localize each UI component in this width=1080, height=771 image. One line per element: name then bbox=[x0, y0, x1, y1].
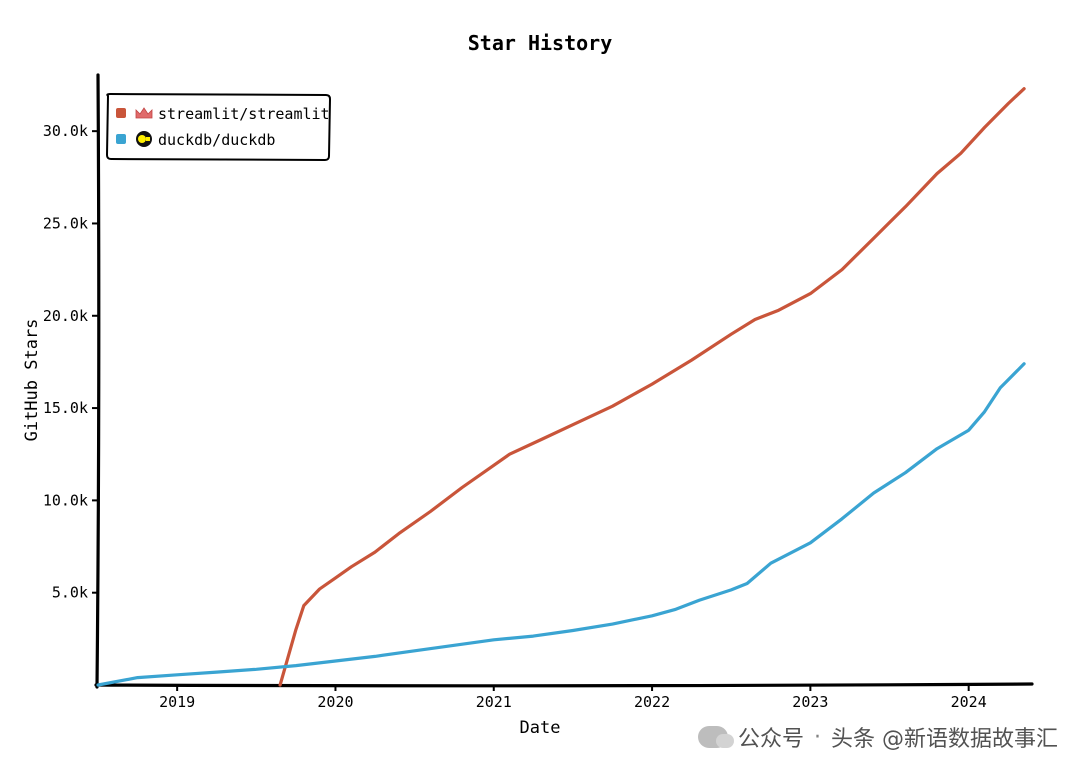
y-tick-label: 15.0k bbox=[43, 399, 88, 417]
duck-icon bbox=[136, 131, 152, 147]
x-tick-label: 2019 bbox=[159, 693, 195, 711]
legend: streamlit/streamlit duckdb/duckdb bbox=[105, 92, 332, 162]
x-tick-label: 2023 bbox=[792, 693, 828, 711]
series-line-duckdb bbox=[96, 362, 1026, 687]
legend-swatch-streamlit bbox=[116, 108, 126, 118]
y-tick-label: 25.0k bbox=[43, 214, 88, 232]
legend-label-streamlit: streamlit/streamlit bbox=[158, 105, 330, 123]
x-tick-label: 2021 bbox=[476, 693, 512, 711]
x-axis-label: Date bbox=[520, 718, 561, 738]
y-axis-label: GitHub Stars bbox=[22, 319, 42, 442]
y-tick-label: 20.0k bbox=[43, 307, 88, 325]
chart-title: Star History bbox=[468, 31, 613, 55]
axes bbox=[94, 73, 1034, 689]
crown-icon bbox=[135, 107, 153, 119]
legend-box bbox=[105, 92, 332, 162]
series-lines bbox=[96, 87, 1026, 687]
x-axis-line bbox=[94, 682, 1034, 688]
watermark-platform: 公众号 bbox=[737, 727, 804, 752]
wechat-icon bbox=[697, 726, 734, 748]
watermark-separator: · bbox=[814, 724, 821, 750]
x-tick-label: 2020 bbox=[317, 693, 353, 711]
x-tick-label: 2022 bbox=[634, 693, 670, 711]
y-axis-ticks: 5.0k 10.0k 15.0k 20.0k 25.0k 30.0k bbox=[43, 122, 98, 602]
y-tick-label: 5.0k bbox=[52, 584, 88, 602]
y-tick-label: 10.0k bbox=[43, 491, 88, 509]
series-line-streamlit bbox=[278, 87, 1026, 687]
x-tick-label: 2024 bbox=[951, 693, 987, 711]
legend-swatch-duckdb bbox=[116, 134, 126, 144]
y-axis-line bbox=[95, 73, 101, 689]
legend-label-duckdb: duckdb/duckdb bbox=[158, 131, 275, 149]
y-tick-label: 30.0k bbox=[43, 122, 88, 140]
x-axis-ticks: 2019 2020 2021 2022 2023 2024 bbox=[159, 685, 987, 711]
watermark-account: 头条 @新语数据故事汇 bbox=[831, 727, 1058, 752]
watermark: 公众号 · 头条 @新语数据故事汇 bbox=[697, 721, 1058, 753]
